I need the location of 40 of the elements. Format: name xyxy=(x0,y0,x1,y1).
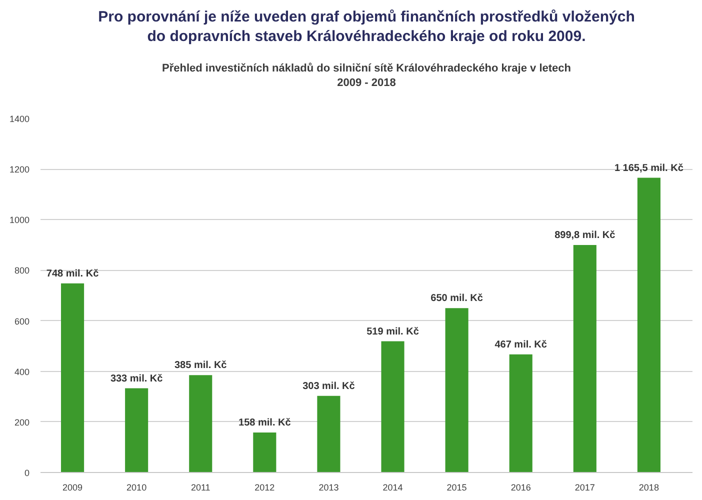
bar xyxy=(253,432,276,472)
data-label: 467 mil. Kč xyxy=(494,339,548,350)
x-tick-label: 2010 xyxy=(126,482,147,492)
data-label: 385 mil. Kč xyxy=(174,360,228,372)
x-tick-label: 2014 xyxy=(382,482,403,492)
x-tick-label: 2016 xyxy=(510,482,531,492)
bar xyxy=(573,244,596,472)
data-label: 333 mil. Kč xyxy=(110,373,164,384)
bar xyxy=(125,388,148,472)
y-tick-label: 200 xyxy=(14,417,30,428)
data-label: 158 mil. Kč xyxy=(238,418,292,429)
y-tick-label: 1400 xyxy=(9,114,30,124)
bar xyxy=(637,178,660,472)
data-label: 303 mil. Kč xyxy=(302,380,356,392)
x-tick-label: 2017 xyxy=(574,482,595,492)
y-tick-label: 1200 xyxy=(9,164,30,175)
x-tick-label: 2011 xyxy=(190,482,210,492)
bar xyxy=(381,341,404,472)
data-label: 899,8 mil. Kč xyxy=(554,230,616,241)
x-tick-label: 2018 xyxy=(638,482,659,492)
bar xyxy=(317,396,340,472)
data-label: 1 165,5 mil. Kč xyxy=(614,162,684,174)
data-label: 519 mil. Kč xyxy=(366,326,420,338)
bar xyxy=(445,308,468,472)
bar xyxy=(509,354,532,472)
y-tick-label: 600 xyxy=(14,316,30,326)
data-label: 650 mil. Kč xyxy=(430,293,484,304)
y-tick-label: 0 xyxy=(24,468,30,478)
data-label: 748 mil. Kč xyxy=(46,268,100,280)
bar xyxy=(189,375,212,472)
bar xyxy=(60,283,84,472)
chart-title: Pro porovnání je níže uveden graf objemů finančních prostředků vložených do dopravních staveb Královéhradeckého kraje od roku 2009. xyxy=(98,8,635,46)
x-tick-label: 2015 xyxy=(446,482,467,492)
x-tick-label: 2009 xyxy=(62,482,83,492)
y-tick-label: 400 xyxy=(14,366,30,377)
x-tick-label: 2013 xyxy=(318,482,339,492)
x-tick-label: 2012 xyxy=(254,482,275,492)
y-tick-label: 1000 xyxy=(9,215,30,226)
y-tick-label: 800 xyxy=(14,266,30,276)
chart-subtitle: Přehled investičních nákladů do silniční sítě Královéhradeckého kraje v letech 2009 - 2018 xyxy=(162,62,572,89)
